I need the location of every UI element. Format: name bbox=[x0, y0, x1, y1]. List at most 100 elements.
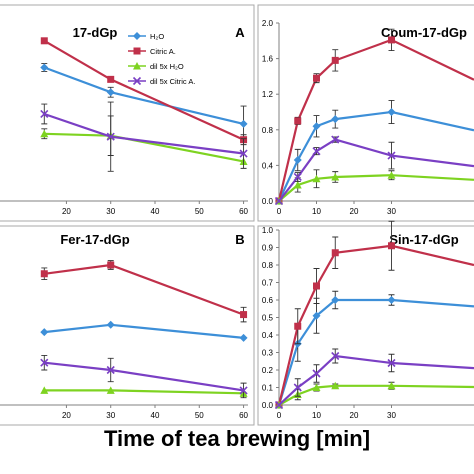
x-tick-label: 50 bbox=[195, 207, 204, 216]
data-point bbox=[239, 149, 248, 158]
panel-title: 17-dGp bbox=[73, 25, 118, 40]
y-tick-label: 0.4 bbox=[262, 331, 274, 340]
data-point bbox=[387, 296, 396, 304]
x-tick-label: 20 bbox=[62, 207, 71, 216]
legend-marker bbox=[132, 76, 142, 86]
data-point bbox=[40, 358, 49, 367]
series-line bbox=[277, 38, 474, 202]
panel-letter: B bbox=[235, 232, 244, 247]
data-point bbox=[293, 156, 302, 165]
data-point bbox=[106, 365, 115, 375]
data-point bbox=[106, 88, 115, 97]
panel-title: Sin-17-dGp bbox=[389, 232, 458, 247]
y-tick-label: 0.6 bbox=[262, 296, 274, 305]
series-3 bbox=[40, 386, 248, 397]
data-point bbox=[313, 282, 320, 290]
y-tick-label: 0.4 bbox=[262, 161, 274, 170]
data-point bbox=[312, 174, 321, 183]
y-tick-label: 0.1 bbox=[262, 384, 274, 393]
data-point bbox=[293, 180, 302, 189]
series-4 bbox=[40, 354, 248, 399]
data-point bbox=[331, 381, 340, 390]
data-point bbox=[387, 151, 396, 160]
series-line bbox=[44, 263, 244, 316]
chart-panel-1: 20 30 40 50 60 17-dGp A bbox=[0, 4, 255, 222]
y-tick-label: 0.8 bbox=[262, 261, 274, 270]
x-tick-label: 20 bbox=[350, 411, 359, 420]
series-2 bbox=[40, 37, 248, 146]
data-point bbox=[107, 261, 115, 269]
data-point bbox=[106, 386, 115, 394]
legend-item: dil 5x H₂O bbox=[128, 62, 184, 71]
data-point bbox=[312, 383, 321, 391]
data-point bbox=[388, 36, 395, 44]
legend: H₂O Citric A. dil 5x H₂O dil 5x Citric A. bbox=[128, 32, 195, 86]
data-point bbox=[40, 109, 49, 119]
legend-label: dil 5x H₂O bbox=[150, 62, 184, 71]
data-point bbox=[387, 358, 396, 368]
data-point bbox=[331, 135, 340, 144]
series-line bbox=[44, 132, 244, 163]
series-2 bbox=[40, 260, 248, 323]
data-point bbox=[312, 147, 321, 156]
y-tick-label: 1.6 bbox=[262, 55, 274, 64]
data-point bbox=[239, 333, 248, 342]
data-point bbox=[312, 369, 321, 378]
data-point bbox=[387, 171, 396, 179]
data-point bbox=[40, 386, 49, 394]
data-point bbox=[331, 172, 340, 181]
x-tick-label: 50 bbox=[195, 411, 204, 420]
x-tick-label: 60 bbox=[239, 207, 248, 216]
chart-panel-3: 20 30 40 50 60 Fer-17-dGp B bbox=[0, 225, 255, 426]
x-tick-label: 40 bbox=[151, 207, 160, 216]
series-4 bbox=[274, 135, 474, 206]
y-tick-label: 0.8 bbox=[262, 126, 274, 135]
data-point bbox=[274, 196, 284, 206]
data-point bbox=[274, 400, 284, 410]
y-tick-label: 1.2 bbox=[262, 90, 274, 99]
series-1 bbox=[40, 320, 248, 342]
data-point bbox=[293, 383, 302, 392]
series-3 bbox=[275, 381, 474, 409]
y-tick-label: 0.9 bbox=[262, 244, 274, 253]
data-point bbox=[239, 119, 248, 128]
x-tick-label: 0 bbox=[277, 207, 282, 216]
x-tick-label: 20 bbox=[350, 207, 359, 216]
data-point bbox=[40, 129, 49, 138]
data-point bbox=[293, 172, 302, 182]
series-line bbox=[277, 298, 474, 406]
legend-marker bbox=[133, 47, 141, 55]
series-line bbox=[278, 384, 474, 406]
series-line bbox=[278, 354, 474, 406]
x-tick-label: 40 bbox=[151, 411, 160, 420]
data-point bbox=[40, 328, 49, 337]
series-line bbox=[278, 110, 474, 202]
x-tick-label: 60 bbox=[239, 411, 248, 420]
y-tick-label: 0.3 bbox=[262, 349, 274, 358]
panel-frame bbox=[0, 4, 255, 222]
legend-item: Citric A. bbox=[128, 47, 176, 56]
data-point bbox=[387, 108, 396, 116]
chart-panel-2: 0.0 0.4 0.8 1.2 1.6 2.0 0 10 20 30 Coum-17-dGp bbox=[257, 4, 474, 222]
y-tick-label: 0.5 bbox=[262, 314, 274, 323]
series-2 bbox=[275, 220, 474, 409]
series-line bbox=[44, 389, 244, 395]
x-tick-label: 0 bbox=[277, 411, 282, 420]
data-point bbox=[106, 132, 115, 141]
data-point bbox=[294, 117, 302, 125]
y-tick-label: 0.0 bbox=[262, 197, 274, 206]
x-tick-label: 30 bbox=[387, 411, 396, 420]
data-point bbox=[313, 74, 320, 82]
legend-item: H₂O bbox=[128, 32, 164, 41]
y-tick-label: 0.0 bbox=[262, 401, 274, 410]
panel-frame bbox=[257, 4, 474, 222]
data-point bbox=[331, 56, 339, 64]
series-line bbox=[277, 244, 474, 406]
data-point bbox=[106, 320, 115, 329]
series-4 bbox=[274, 348, 474, 410]
data-point bbox=[331, 249, 339, 257]
data-point bbox=[240, 311, 248, 319]
legend-marker bbox=[133, 62, 141, 70]
x-axis-title: Time of tea brewing [min] bbox=[103, 426, 371, 451]
